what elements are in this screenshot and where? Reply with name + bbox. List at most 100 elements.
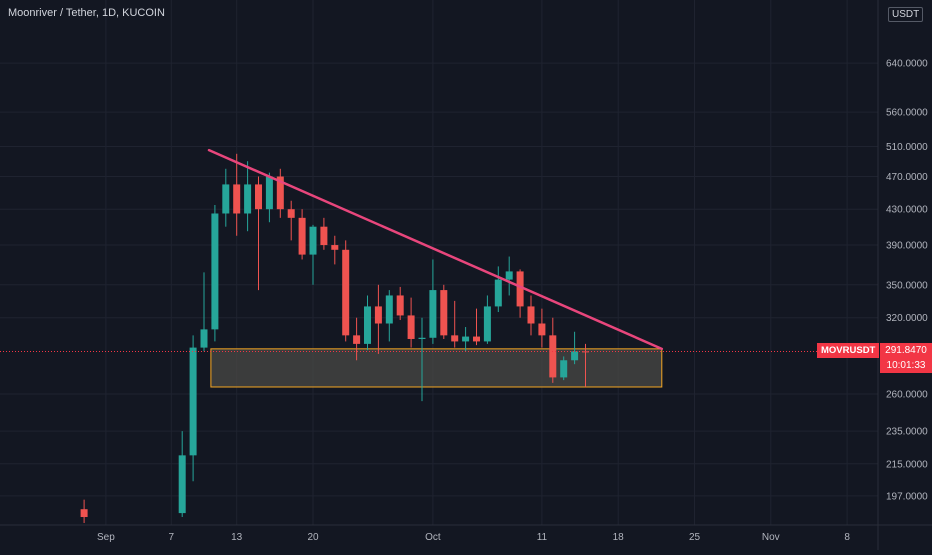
candle-body xyxy=(560,360,568,378)
candle-body xyxy=(505,271,513,280)
price-axis-label: 470.0000 xyxy=(886,172,928,183)
price-axis-label: 430.0000 xyxy=(886,205,928,216)
price-axis-label: 390.0000 xyxy=(886,241,928,252)
candle-body xyxy=(516,271,524,307)
candle-body xyxy=(342,249,350,336)
candle xyxy=(342,240,350,342)
candle-body xyxy=(396,295,404,316)
candle xyxy=(385,290,393,342)
time-axis-label: 13 xyxy=(231,532,243,543)
candle-body xyxy=(200,329,208,348)
candle xyxy=(287,200,295,241)
candle xyxy=(244,161,252,232)
price-axis-label: 510.0000 xyxy=(886,142,928,153)
candle-body xyxy=(374,306,382,324)
candle xyxy=(309,224,317,285)
candles-layer xyxy=(80,153,589,523)
time-axis-label: 11 xyxy=(537,532,548,543)
time-axis-label: Nov xyxy=(762,532,780,543)
symbol-price-tag: MOVRUSDT xyxy=(817,343,880,358)
candle-body xyxy=(178,455,186,514)
candle-body xyxy=(298,217,306,255)
candle-body xyxy=(407,315,415,339)
candle xyxy=(418,317,426,402)
candle xyxy=(473,308,480,346)
trendline-layer xyxy=(207,148,664,351)
time-axis-label: Oct xyxy=(425,532,441,543)
candle-body xyxy=(265,176,273,210)
price-axis-label: 320.0000 xyxy=(886,313,928,324)
candle xyxy=(505,256,513,296)
candle-body xyxy=(473,336,480,342)
candle-body xyxy=(527,306,535,324)
candle xyxy=(200,272,208,352)
candle-body xyxy=(440,290,448,336)
candle-body xyxy=(189,347,197,456)
candle xyxy=(80,499,88,523)
price-axis-label: 215.0000 xyxy=(886,459,928,470)
candle xyxy=(320,217,328,250)
price-axis-label: 640.0000 xyxy=(886,59,928,70)
candle xyxy=(233,153,241,236)
candle xyxy=(331,235,339,265)
candle xyxy=(560,356,568,381)
candle-body xyxy=(276,176,284,210)
candle xyxy=(429,259,437,344)
candle-body xyxy=(538,323,546,336)
candle xyxy=(407,297,415,348)
candle-body xyxy=(385,295,393,324)
candle xyxy=(440,284,448,339)
currency-badge[interactable]: USDT xyxy=(888,7,924,22)
candle-body xyxy=(494,279,502,307)
candle-body xyxy=(222,184,230,214)
candle-body xyxy=(211,213,219,330)
support-zone-layer xyxy=(210,348,663,388)
candle xyxy=(265,172,273,223)
current-price-tag: 291.8470 10:01:33 xyxy=(880,343,932,373)
candle xyxy=(298,209,306,260)
candle xyxy=(527,295,535,336)
candle-body xyxy=(429,290,437,338)
candle xyxy=(549,317,557,383)
candle xyxy=(462,327,470,352)
candle-body xyxy=(309,226,317,255)
time-axis-label: 18 xyxy=(613,532,625,543)
price-axis-label: 560.0000 xyxy=(886,108,928,119)
candle-body xyxy=(255,184,262,210)
candle xyxy=(211,204,219,342)
candle-body xyxy=(462,336,470,342)
candle xyxy=(178,431,186,518)
candle xyxy=(538,308,546,348)
price-axis-label: 197.0000 xyxy=(886,491,928,502)
candle xyxy=(364,295,371,351)
candle-body xyxy=(451,335,459,342)
candle-body xyxy=(287,209,295,218)
candle xyxy=(222,168,230,227)
candle-body xyxy=(320,226,328,246)
candle-body xyxy=(418,337,426,339)
candle-body xyxy=(571,351,579,361)
candle xyxy=(353,317,361,361)
time-axis-label: 8 xyxy=(844,532,850,543)
candle xyxy=(516,269,524,318)
support-zone-rect xyxy=(210,348,663,388)
candle-body xyxy=(364,306,371,344)
current-price-value: 291.8470 xyxy=(885,345,927,356)
time-axis-label: 7 xyxy=(169,532,175,543)
candle-body xyxy=(483,306,491,342)
grid xyxy=(0,0,878,525)
candle xyxy=(571,331,579,365)
candle xyxy=(494,266,502,313)
candle-body xyxy=(549,335,557,378)
symbol-title: Moonriver / Tether, 1D, KUCOIN xyxy=(8,7,165,19)
candle xyxy=(396,286,404,321)
candle xyxy=(255,176,262,291)
candle xyxy=(483,295,491,344)
time-axis-label: 20 xyxy=(307,532,319,543)
price-axis-label: 235.0000 xyxy=(886,427,928,438)
candle xyxy=(189,335,197,482)
time-axis-label: Sep xyxy=(97,532,115,543)
price-axis-label: 350.0000 xyxy=(886,280,928,291)
